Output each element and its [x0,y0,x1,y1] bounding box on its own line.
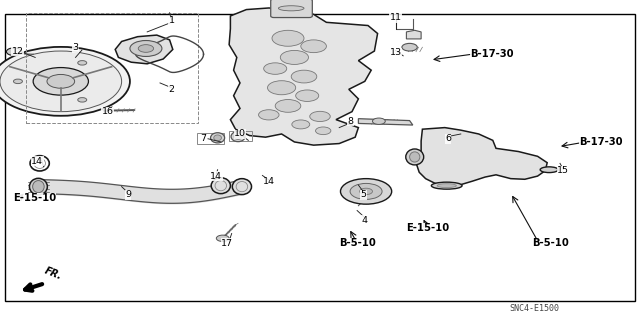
Polygon shape [229,8,378,145]
Text: 15: 15 [557,166,569,175]
Circle shape [340,179,392,204]
Text: 14: 14 [31,157,43,166]
FancyBboxPatch shape [271,0,312,18]
Circle shape [77,98,87,102]
Polygon shape [358,119,413,125]
Circle shape [296,90,319,101]
Text: B-5-10: B-5-10 [339,238,376,248]
Ellipse shape [211,133,225,143]
Text: SNC4-E1500: SNC4-E1500 [509,304,559,313]
Ellipse shape [29,178,47,195]
Circle shape [130,41,162,56]
Circle shape [216,235,229,241]
Ellipse shape [232,179,252,195]
Circle shape [264,63,287,74]
Circle shape [280,50,308,64]
Circle shape [372,118,385,124]
Circle shape [77,61,87,65]
Ellipse shape [410,152,420,162]
Text: 13: 13 [390,48,401,57]
Text: 14: 14 [263,177,275,186]
Text: 3: 3 [72,43,79,52]
Text: 14: 14 [211,172,222,181]
Ellipse shape [431,182,462,189]
Ellipse shape [278,6,304,11]
Text: 17: 17 [221,239,233,248]
Circle shape [275,100,301,112]
Circle shape [350,183,382,199]
Ellipse shape [437,184,456,188]
Ellipse shape [234,134,242,139]
Circle shape [268,81,296,95]
Polygon shape [115,35,173,64]
Text: 4: 4 [362,216,368,225]
Circle shape [272,30,304,46]
Circle shape [316,127,331,135]
Text: FR.: FR. [44,265,64,281]
Bar [26,13,198,123]
Circle shape [6,48,22,56]
Polygon shape [406,30,421,39]
Circle shape [402,43,417,51]
Text: 16: 16 [102,107,113,116]
Text: E-15-10: E-15-10 [406,223,449,233]
Circle shape [13,79,22,84]
Text: 6: 6 [445,134,451,143]
Text: B-17-30: B-17-30 [579,137,623,147]
Text: B-5-10: B-5-10 [532,238,569,248]
Text: 2: 2 [168,85,175,94]
Circle shape [0,47,130,116]
Ellipse shape [33,181,44,193]
Text: 10: 10 [234,130,246,138]
Circle shape [360,188,372,195]
Text: 7: 7 [200,134,207,143]
Circle shape [33,68,88,95]
Text: 8: 8 [348,117,354,126]
Bar [5,14,635,301]
Text: 12: 12 [12,47,24,56]
Ellipse shape [211,178,230,194]
Bar [197,133,224,144]
Ellipse shape [214,135,221,141]
Circle shape [47,74,75,88]
Text: 5: 5 [360,190,367,199]
Circle shape [291,70,317,83]
Text: E-15-10: E-15-10 [13,193,56,204]
Bar [229,131,252,141]
Circle shape [259,110,279,120]
Circle shape [0,51,122,112]
Polygon shape [416,128,547,186]
Text: B-17-30: B-17-30 [470,48,514,59]
Text: 11: 11 [390,13,401,22]
Circle shape [301,40,326,53]
Ellipse shape [540,167,558,173]
Circle shape [310,111,330,122]
Ellipse shape [406,149,424,165]
Ellipse shape [231,131,245,142]
Text: 9: 9 [125,190,131,199]
Text: 1: 1 [168,16,175,25]
Circle shape [292,120,310,129]
Circle shape [138,45,154,52]
